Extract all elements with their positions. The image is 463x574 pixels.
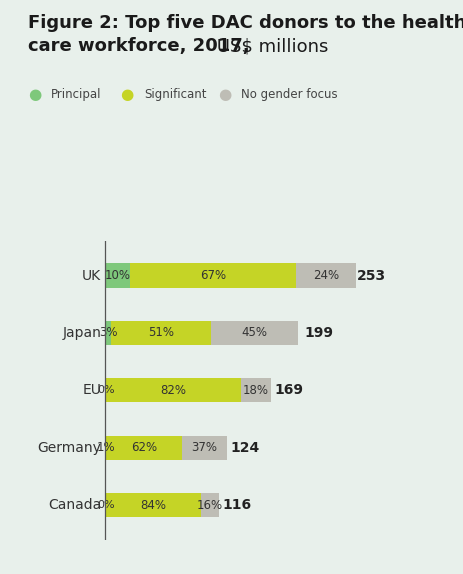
Text: 62%: 62% xyxy=(131,441,156,454)
Bar xyxy=(105,378,241,402)
Text: ●: ● xyxy=(218,87,231,102)
Text: 1%: 1% xyxy=(96,441,115,454)
Text: Japan: Japan xyxy=(62,326,101,340)
Text: 253: 253 xyxy=(357,269,386,282)
Bar xyxy=(106,436,181,460)
Text: 124: 124 xyxy=(230,441,259,455)
Text: 45%: 45% xyxy=(241,327,267,339)
Text: Principal: Principal xyxy=(51,88,101,101)
Bar xyxy=(105,493,200,517)
Bar xyxy=(105,263,130,288)
Text: EU: EU xyxy=(82,383,101,397)
Text: ●: ● xyxy=(120,87,134,102)
Text: 116: 116 xyxy=(222,498,251,512)
Bar xyxy=(111,321,210,345)
Text: 10%: 10% xyxy=(104,269,130,282)
Text: 84%: 84% xyxy=(139,499,165,511)
Text: 169: 169 xyxy=(274,383,303,397)
Text: 199: 199 xyxy=(304,326,332,340)
Bar xyxy=(200,493,219,517)
Bar xyxy=(130,263,296,288)
Text: UK: UK xyxy=(82,269,101,282)
Bar xyxy=(241,378,270,402)
Text: Canada: Canada xyxy=(48,498,101,512)
Text: 24%: 24% xyxy=(313,269,338,282)
Bar xyxy=(210,321,298,345)
Text: ●: ● xyxy=(28,87,41,102)
Text: Germany: Germany xyxy=(37,441,101,455)
Bar xyxy=(105,436,106,460)
Bar xyxy=(296,263,355,288)
Text: Figure 2: Top five DAC donors to the health-: Figure 2: Top five DAC donors to the hea… xyxy=(28,14,463,32)
Text: US$ millions: US$ millions xyxy=(211,37,328,55)
Text: care workforce, 2017,: care workforce, 2017, xyxy=(28,37,249,55)
Text: 51%: 51% xyxy=(147,327,173,339)
Text: 0%: 0% xyxy=(98,500,115,510)
Text: 16%: 16% xyxy=(196,499,222,511)
Text: No gender focus: No gender focus xyxy=(241,88,337,101)
Text: 18%: 18% xyxy=(243,384,269,397)
Text: 82%: 82% xyxy=(160,384,186,397)
Text: Significant: Significant xyxy=(144,88,206,101)
Text: 0%: 0% xyxy=(98,385,115,395)
Bar xyxy=(181,436,226,460)
Text: 67%: 67% xyxy=(200,269,225,282)
Text: 37%: 37% xyxy=(191,441,217,454)
Text: 3%: 3% xyxy=(99,327,117,339)
Bar xyxy=(105,321,111,345)
